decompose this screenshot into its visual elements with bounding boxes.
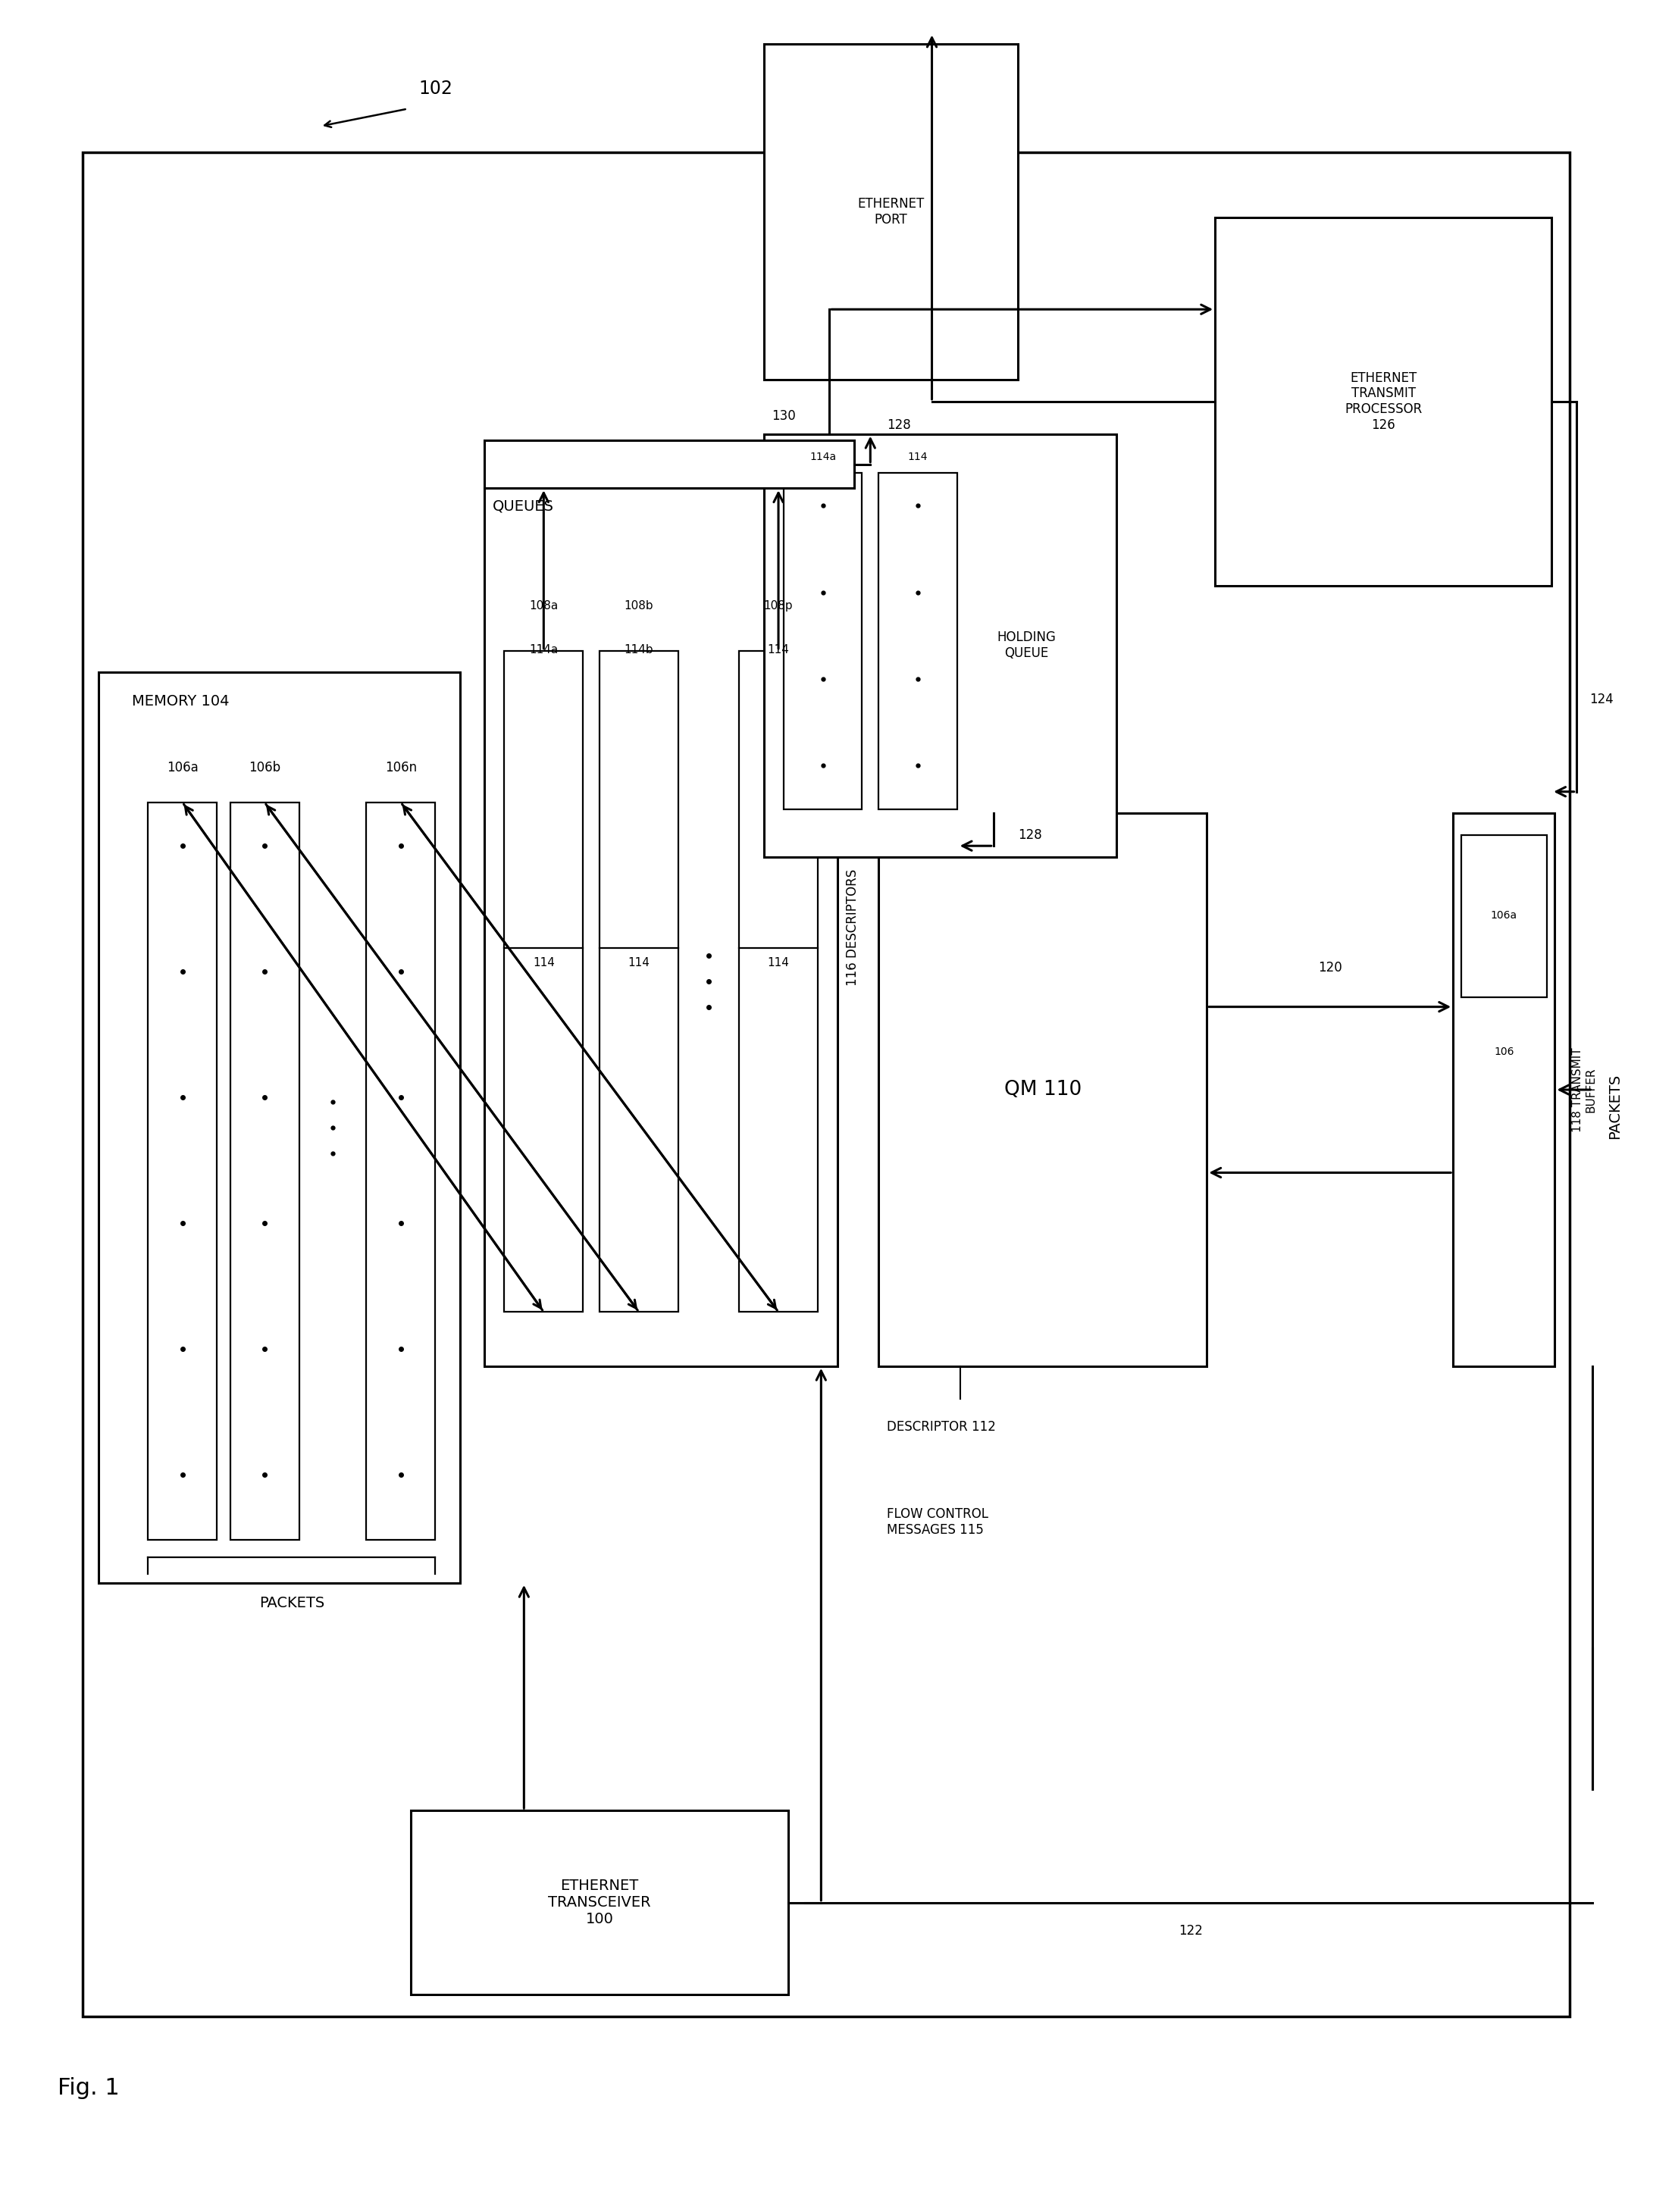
Text: 124: 124	[1590, 692, 1613, 706]
Text: 108p: 108p	[764, 599, 792, 613]
Text: DESCRIPTOR 112: DESCRIPTOR 112	[886, 1420, 997, 1433]
Text: ETHERNET
PORT: ETHERNET PORT	[858, 197, 925, 226]
Bar	[764, 44, 1018, 380]
Bar	[367, 803, 436, 1540]
Text: HOLDING
QUEUE: HOLDING QUEUE	[997, 630, 1055, 659]
Text: 106a: 106a	[168, 761, 198, 774]
Bar	[147, 803, 218, 1540]
Text: ETHERNET
TRANSMIT
PROCESSOR
126: ETHERNET TRANSMIT PROCESSOR 126	[1345, 372, 1422, 431]
Bar	[504, 650, 583, 1312]
Text: 114a: 114a	[809, 451, 836, 462]
Bar	[82, 153, 1569, 2017]
Text: QM 110: QM 110	[1003, 1079, 1082, 1099]
Text: 106: 106	[1494, 1046, 1514, 1057]
Bar	[229, 803, 300, 1540]
Text: 114: 114	[767, 958, 789, 969]
Bar	[739, 650, 817, 1312]
Bar	[1461, 834, 1546, 998]
Bar	[600, 650, 678, 1312]
Text: 116 DESCRIPTORS: 116 DESCRIPTORS	[846, 869, 859, 987]
Text: FLOW CONTROL
MESSAGES 115: FLOW CONTROL MESSAGES 115	[886, 1506, 988, 1537]
Bar	[878, 814, 1208, 1367]
Bar	[1214, 217, 1551, 586]
Bar	[484, 440, 854, 489]
Text: MEMORY 104: MEMORY 104	[132, 695, 229, 708]
Text: 130: 130	[772, 409, 796, 422]
Bar	[784, 473, 863, 810]
Text: PACKETS: PACKETS	[260, 1595, 325, 1610]
Text: 114: 114	[908, 451, 928, 462]
Text: 114b: 114b	[625, 644, 653, 655]
Text: 114a: 114a	[529, 644, 558, 655]
Text: 120: 120	[1318, 960, 1342, 973]
Bar	[764, 434, 1117, 856]
Text: 108a: 108a	[529, 599, 558, 613]
Text: 118 TRANSMIT
BUFFER: 118 TRANSMIT BUFFER	[1573, 1048, 1596, 1133]
Text: 102: 102	[419, 80, 452, 97]
Text: 128: 128	[1018, 827, 1042, 843]
Text: 114: 114	[533, 958, 554, 969]
Bar	[878, 473, 958, 810]
Text: 108b: 108b	[625, 599, 653, 613]
Text: ETHERNET
TRANSCEIVER
100: ETHERNET TRANSCEIVER 100	[548, 1878, 652, 1927]
Text: 106n: 106n	[385, 761, 417, 774]
Text: 114: 114	[628, 958, 650, 969]
Text: Fig. 1: Fig. 1	[57, 2077, 119, 2099]
Text: 128: 128	[886, 418, 911, 431]
Bar	[99, 672, 461, 1584]
Bar	[1454, 814, 1554, 1367]
Text: QUEUES: QUEUES	[492, 500, 554, 513]
Text: 114: 114	[767, 644, 789, 655]
Bar	[410, 1809, 789, 1995]
Text: 106a: 106a	[1491, 909, 1518, 920]
Bar	[484, 489, 838, 1367]
Text: PACKETS: PACKETS	[1608, 1073, 1621, 1139]
Text: 106b: 106b	[248, 761, 281, 774]
Text: 122: 122	[1178, 1924, 1203, 1938]
